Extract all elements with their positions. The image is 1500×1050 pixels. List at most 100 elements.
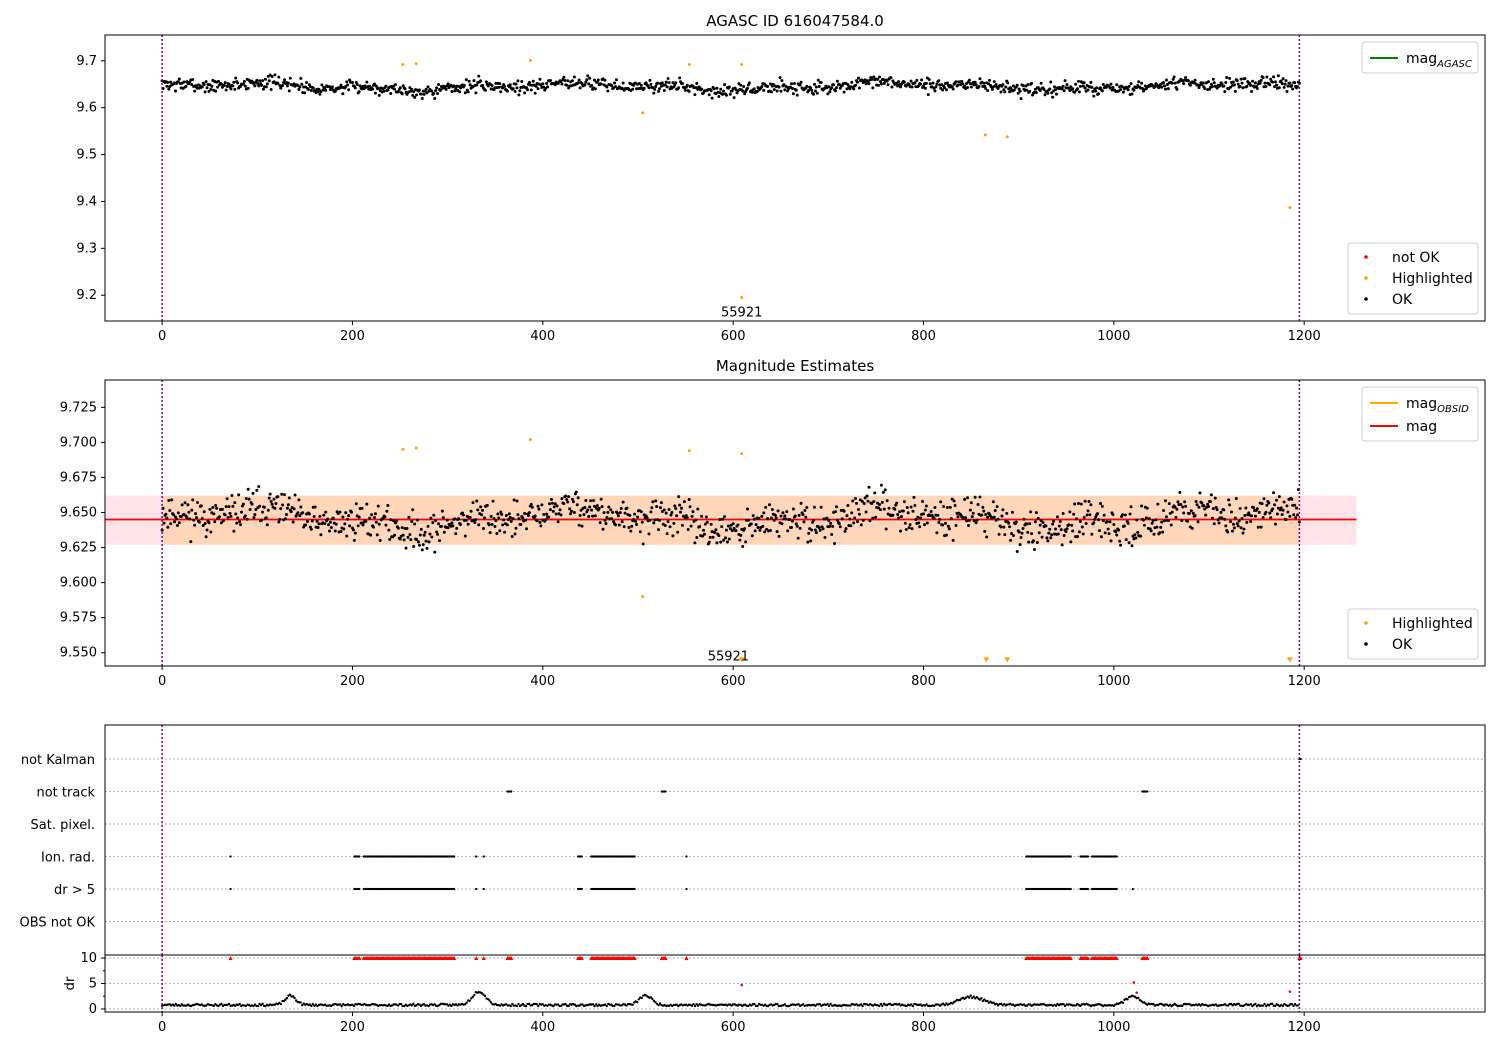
data-point (1100, 89, 1104, 93)
data-point (663, 83, 667, 87)
dr-point (352, 1004, 356, 1008)
data-point (1077, 90, 1081, 94)
data-point (978, 77, 982, 81)
data-point (910, 527, 914, 531)
data-point (1025, 88, 1029, 92)
data-point (610, 517, 614, 521)
data-point (270, 502, 274, 506)
data-point (1164, 499, 1167, 503)
data-point (1220, 516, 1224, 520)
data-point (1288, 206, 1292, 210)
dr-point (797, 1003, 800, 1006)
data-point (298, 85, 302, 89)
dr-point (1126, 998, 1129, 1001)
data-point (459, 523, 463, 527)
data-point (1285, 504, 1289, 508)
data-point (1220, 82, 1224, 86)
data-point (1069, 540, 1073, 544)
dr-point (488, 999, 491, 1002)
data-point (891, 513, 895, 517)
data-point (852, 87, 856, 91)
data-point (905, 505, 909, 509)
data-point (373, 91, 377, 95)
data-point (538, 77, 542, 81)
data-point (950, 497, 954, 501)
data-point (403, 87, 407, 91)
data-point (229, 87, 233, 91)
data-point (595, 504, 599, 508)
data-point (434, 89, 438, 93)
data-point (619, 507, 623, 511)
data-point (1167, 502, 1171, 506)
data-point (628, 513, 632, 517)
data-point (877, 75, 881, 79)
data-point (369, 533, 373, 537)
flag-point (1146, 790, 1149, 793)
dr-point (801, 1003, 805, 1006)
data-point (1012, 88, 1016, 92)
data-point (1156, 502, 1160, 506)
data-point (326, 517, 330, 521)
y-tick-label: 9.625 (60, 541, 97, 556)
data-point (329, 525, 333, 529)
data-point (698, 525, 702, 529)
data-point (1249, 83, 1253, 87)
data-point (484, 80, 488, 84)
data-point (509, 519, 513, 523)
data-point (430, 89, 434, 93)
data-point (984, 513, 988, 517)
x-tick-label: 400 (530, 1020, 555, 1035)
data-point (1158, 531, 1162, 535)
data-point (333, 89, 337, 93)
data-point (217, 79, 221, 83)
data-point (481, 526, 485, 530)
data-point (534, 84, 538, 88)
data-point (466, 522, 470, 526)
data-point (757, 516, 761, 520)
data-point (1089, 80, 1093, 84)
data-point (923, 86, 927, 90)
data-point (559, 513, 563, 517)
data-point (298, 514, 302, 518)
data-point (813, 528, 817, 532)
data-point (687, 449, 691, 453)
data-point (183, 501, 187, 505)
data-point (547, 515, 551, 519)
data-point (882, 507, 886, 511)
data-point (1059, 528, 1063, 532)
data-point (1258, 81, 1262, 85)
data-point (675, 514, 679, 518)
data-point (954, 523, 958, 527)
data-point (777, 534, 781, 538)
data-point (814, 85, 818, 89)
data-point (445, 518, 449, 522)
data-point (904, 527, 908, 531)
data-point (1227, 87, 1231, 91)
data-point (1159, 525, 1163, 529)
flag-point (580, 855, 583, 858)
data-point (768, 528, 772, 532)
data-point (233, 501, 237, 505)
data-point (177, 521, 181, 525)
data-point (166, 525, 170, 529)
flag-point (229, 887, 232, 891)
data-point (635, 522, 639, 526)
plot-area (160, 35, 1301, 321)
dr-point (972, 995, 975, 998)
data-point (590, 83, 594, 87)
data-point (1284, 518, 1288, 522)
data-point (1231, 522, 1235, 526)
data-point (1074, 82, 1078, 86)
data-point (601, 527, 605, 531)
data-point (945, 505, 949, 509)
data-point (1180, 519, 1184, 523)
data-point (1241, 86, 1245, 90)
data-point (827, 85, 831, 89)
data-point (511, 87, 515, 91)
data-point (952, 499, 956, 503)
data-point (184, 84, 188, 88)
data-point (1197, 505, 1201, 509)
dr-point (1121, 1001, 1125, 1005)
data-point (794, 522, 798, 526)
data-point (1282, 85, 1286, 89)
